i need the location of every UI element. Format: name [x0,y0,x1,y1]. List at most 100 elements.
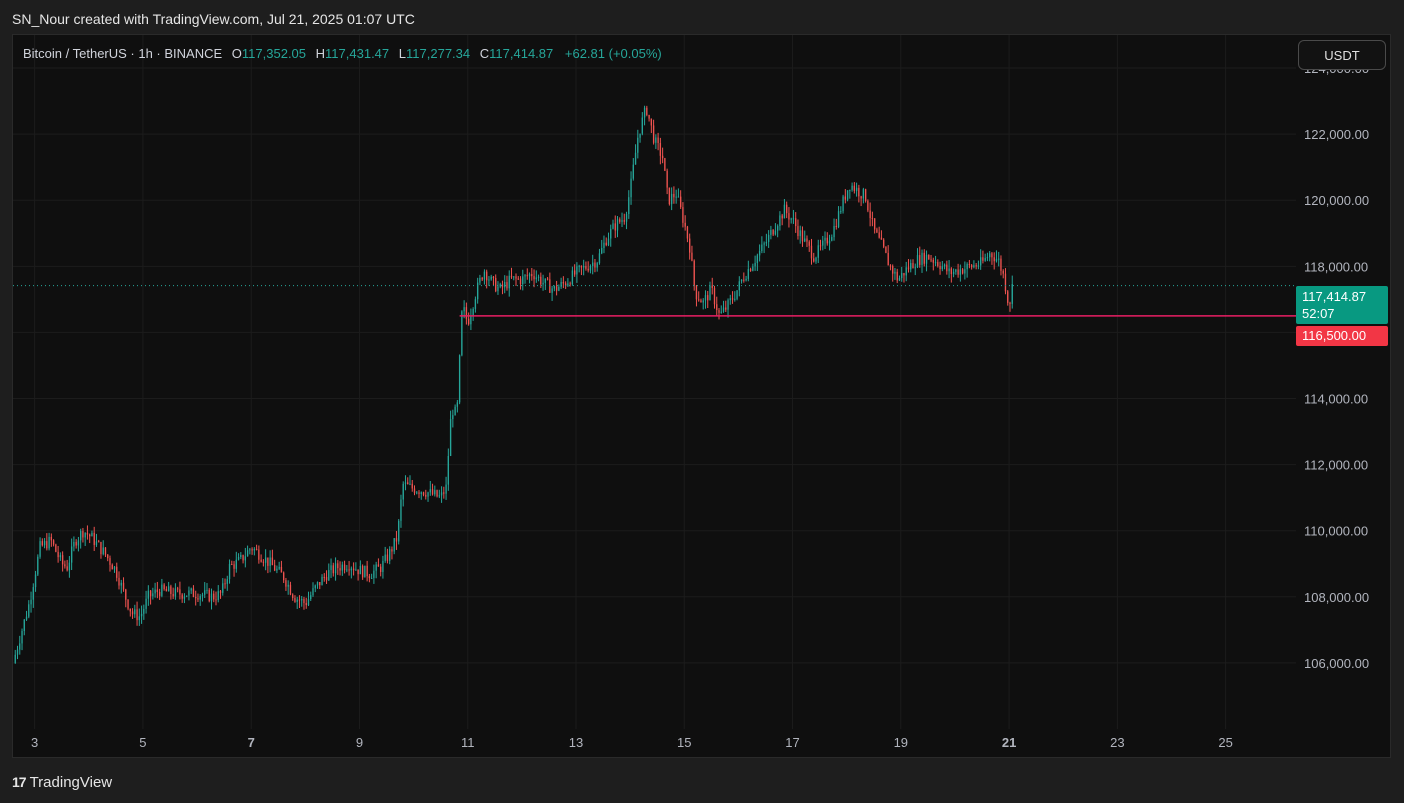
candle-body [826,237,828,244]
open-label: O [231,46,242,61]
candle-body [127,599,129,609]
candlestick-chart[interactable]: 124,000.00122,000.00120,000.00118,000.00… [13,35,1391,758]
candle-body [222,583,224,593]
candle-body [447,456,450,485]
candle-body [810,245,813,259]
candle-body [298,599,301,601]
candle-body [515,276,517,279]
candle-body [138,616,140,621]
candle-body [228,564,231,580]
candle-body [255,548,258,550]
candle-body [125,589,127,600]
candle-body [738,281,740,291]
candle-body [14,654,16,663]
currency-button[interactable]: USDT [1298,40,1386,70]
candle-body [267,557,269,566]
candle-body [571,270,574,285]
x-tick-label: 15 [677,735,691,750]
candle-body [729,298,731,301]
candle-body [519,278,522,285]
candle-body [648,114,650,119]
candle-body [113,566,116,570]
candle-body [506,282,508,289]
candle-body [876,229,878,233]
candle-body [52,540,55,545]
candle-body [39,541,41,557]
bar-countdown: 52:07 [1302,306,1335,321]
candle-body [770,229,772,235]
candle-body [982,257,984,261]
candle-body [240,555,242,557]
candle-body [835,226,837,228]
candle-body [1002,270,1004,274]
candle-body [603,242,605,249]
candle-body [772,229,774,235]
candle-body [55,544,57,552]
chart-panel[interactable]: 124,000.00122,000.00120,000.00118,000.00… [12,34,1391,758]
candle-body [361,566,364,578]
candle-body [596,263,598,268]
candle-body [192,588,195,597]
candle-body [628,197,630,214]
candle-body [517,278,519,280]
candle-body [395,538,398,542]
candle-body [89,534,91,537]
candle-body [718,310,720,313]
candle-body [264,557,267,563]
candle-body [544,278,547,283]
candle-body [465,307,468,319]
candle-body [50,536,53,541]
candle-body [765,241,768,244]
candle-body [842,196,844,212]
candle-body [57,551,59,558]
candle-body [84,532,86,538]
brand-name[interactable]: TradingView [29,773,113,791]
candle-body [950,268,953,275]
candle-body [619,219,621,222]
candle-body [154,589,156,594]
candle-body [928,254,930,260]
candle-body [183,596,186,599]
candle-body [637,137,639,153]
candle-body [357,569,359,575]
x-tick-label: 7 [248,735,255,750]
candle-body [607,238,610,246]
candle-body [61,555,64,565]
last-price-tag: 117,414.87 52:07 [1296,286,1388,324]
candle-body [901,273,903,279]
candle-body [118,577,120,586]
candle-body [111,564,113,570]
candle-body [679,196,682,208]
candle-body [598,253,601,264]
candle-body [499,284,501,287]
candle-body [1007,291,1009,303]
candle-body [641,117,643,134]
candle-body [213,593,215,600]
candle-body [923,252,925,264]
candle-body [959,269,962,275]
candle-body [562,281,565,284]
candle-body [650,118,653,126]
candle-body [384,554,386,561]
candle-body [43,541,46,546]
candle-body [411,483,413,489]
x-tick-label: 25 [1218,735,1232,750]
tradingview-logo-icon[interactable]: 17 [12,774,27,790]
candle-body [894,271,896,274]
candle-body [149,590,152,597]
symbol-title[interactable]: Bitcoin / TetherUS · 1h · BINANCE [23,46,223,61]
candle-body [716,304,718,311]
candle-body [853,185,856,191]
candle-body [167,586,170,592]
candle-body [231,564,233,566]
candle-body [707,295,709,301]
candle-body [828,240,831,244]
candle-body [224,583,226,585]
candle-body [82,531,84,538]
candle-body [68,562,71,571]
candle-body [882,239,885,247]
candle-body [966,264,968,270]
candle-body [610,228,612,239]
candle-body [754,262,756,267]
candle-body [844,196,847,200]
